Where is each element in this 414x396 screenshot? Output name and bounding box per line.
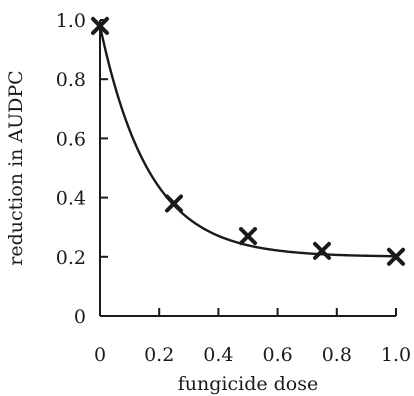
x-tick-label: 0.4 <box>203 344 233 366</box>
data-point <box>239 227 257 246</box>
data-point <box>91 16 109 35</box>
y-axis-label: reduction in AUDPC <box>5 70 27 265</box>
x-tick-label: 0.2 <box>144 344 174 366</box>
fit-curve <box>98 25 397 258</box>
y-tick-label: 0.4 <box>56 188 86 210</box>
x-tick-label: 0.6 <box>262 344 292 366</box>
data-point <box>387 247 405 266</box>
y-tick-label: 0.6 <box>56 128 86 150</box>
data-point <box>313 241 331 260</box>
x-tick-label: 0.8 <box>322 344 352 366</box>
data-point <box>165 194 183 213</box>
x-tick-label: 0 <box>94 344 106 366</box>
x-axis-label: fungicide dose <box>178 373 319 395</box>
y-tick-label: 0 <box>74 306 86 328</box>
y-ticks: 0 0.2 0.4 0.6 0.8 1.0 <box>56 10 108 328</box>
axes <box>99 20 396 317</box>
y-tick-label: 1.0 <box>56 10 86 32</box>
y-tick-label: 0.8 <box>56 69 86 91</box>
data-points <box>91 16 405 266</box>
x-tick-label: 1.0 <box>381 344 411 366</box>
y-tick-label: 0.2 <box>56 247 86 269</box>
x-ticks: 0 0.2 0.4 0.6 0.8 1.0 <box>94 308 411 366</box>
